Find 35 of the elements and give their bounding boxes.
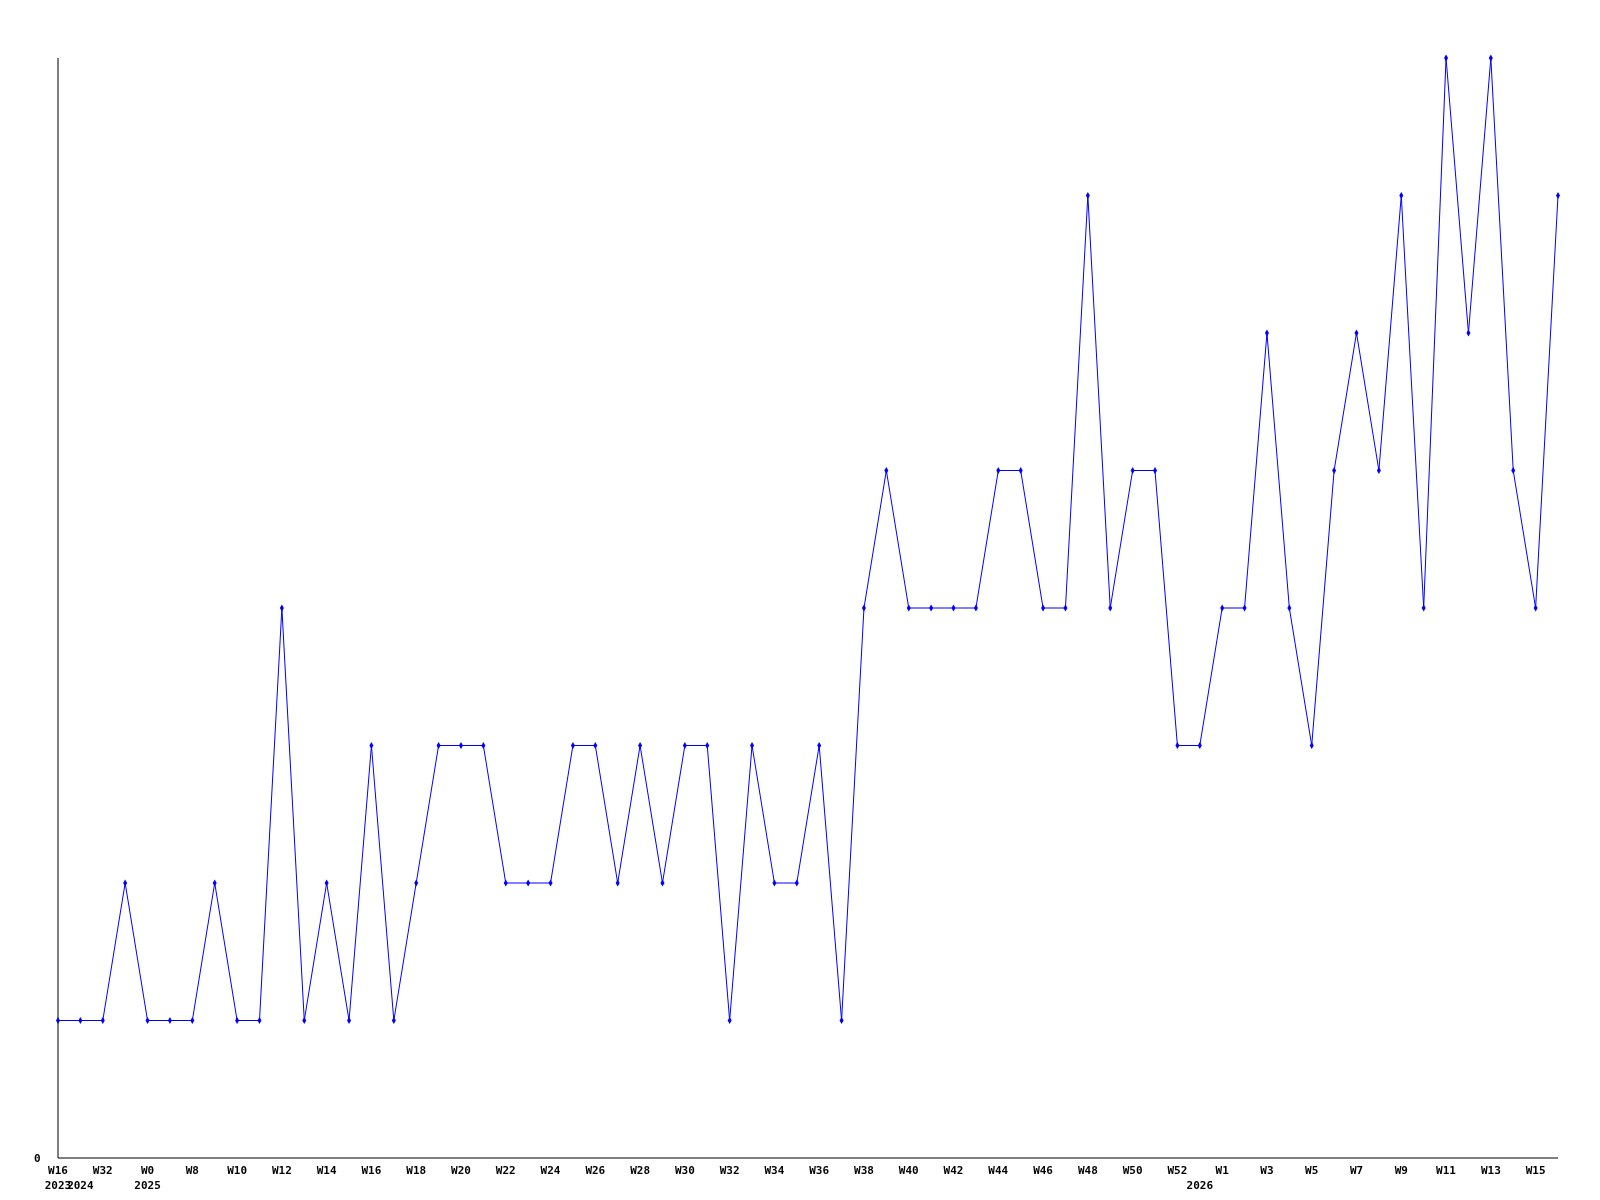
x-tick-label: W7 — [1349, 1164, 1364, 1177]
x-tick-label: W8 — [185, 1164, 199, 1177]
x-tick-label: W22 — [495, 1164, 516, 1177]
x-tick-label: W50 — [1122, 1164, 1143, 1177]
x-tick-label: W5 — [1305, 1164, 1319, 1177]
x-tick-label: W20 — [451, 1164, 471, 1177]
x-tick-label: W15 — [1525, 1164, 1546, 1177]
x-tick-label: W32 — [719, 1164, 740, 1177]
x-tick-label: W10 — [227, 1164, 248, 1177]
x-tick-label: W26 — [585, 1164, 606, 1177]
x-tick-label: W18 — [406, 1164, 427, 1177]
x-tick-label: W32 — [92, 1164, 113, 1177]
x-tick-label: W12 — [271, 1164, 292, 1177]
x-tick-label: W13 — [1480, 1164, 1501, 1177]
x-tick-label: W44 — [988, 1164, 1009, 1177]
x-tick-label: W38 — [854, 1164, 874, 1177]
x-tick-label: W42 — [943, 1164, 964, 1177]
x-tick-label: W30 — [674, 1164, 695, 1177]
x-tick-label: W9 — [1394, 1164, 1408, 1177]
x-tick-label: W28 — [630, 1164, 651, 1177]
x-tick-label: W46 — [1033, 1164, 1054, 1177]
text: 0 — [34, 1152, 41, 1165]
x-tick-label: W1 — [1215, 1164, 1230, 1177]
x-tick-label: W48 — [1077, 1164, 1098, 1177]
x-tick-label: W3 — [1260, 1164, 1274, 1177]
x-tick-label: W24 — [540, 1164, 561, 1177]
x-tick-label: W11 — [1436, 1164, 1457, 1177]
x-tick-label: W36 — [809, 1164, 830, 1177]
x-tick-label: 2026 — [1186, 1179, 1214, 1192]
x-tick-label: W0 2025 — [134, 1164, 161, 1192]
x-tick-label: W40 — [898, 1164, 919, 1177]
x-tick-label: W14 — [316, 1164, 337, 1177]
x-tick-label: W16 — [361, 1164, 382, 1177]
x-tick-label: W52 — [1167, 1164, 1188, 1177]
x-tick-label: W34 — [764, 1164, 785, 1177]
